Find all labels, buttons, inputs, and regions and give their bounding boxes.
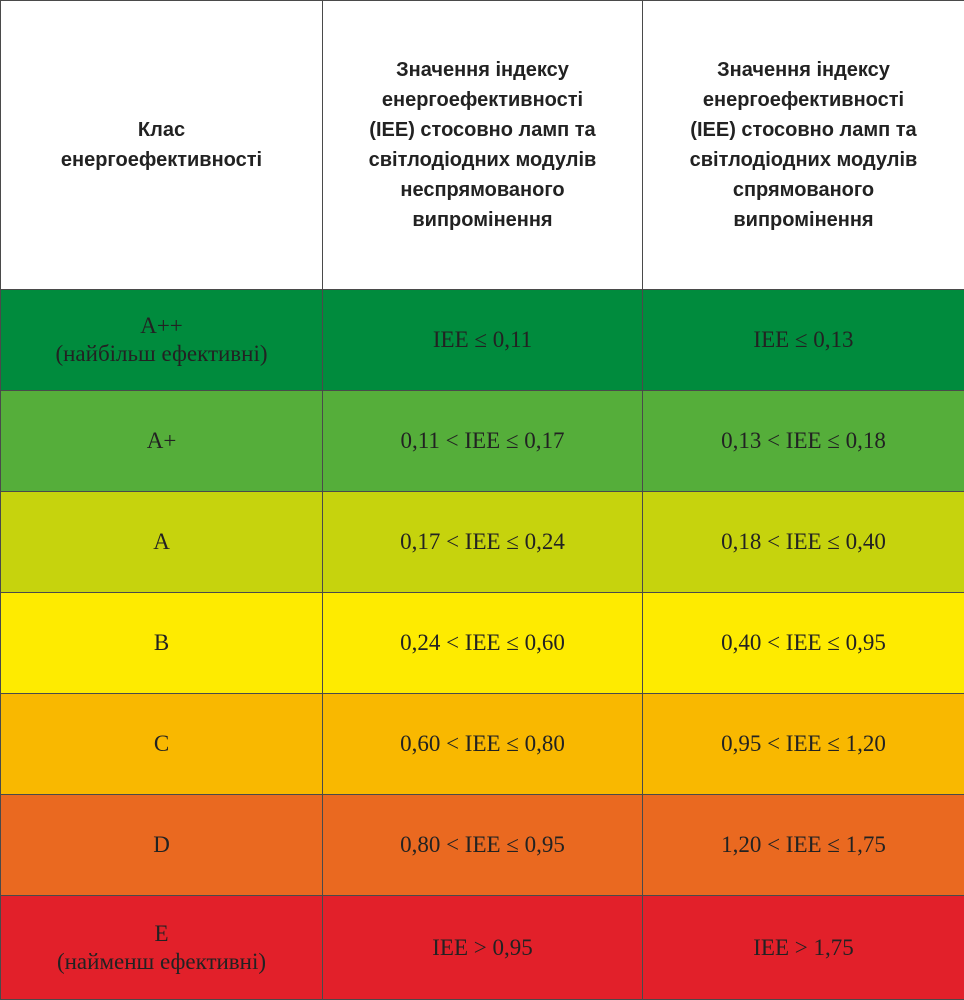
iee-cell: 0,95 < IEE ≤ 1,20: [642, 693, 964, 795]
text-line: Значення індексу: [396, 59, 569, 81]
class-cell: A+: [0, 390, 323, 492]
text-line: випромінення: [733, 209, 874, 231]
header-cell: Значення індексу енергоефективності (IEE) …: [322, 0, 643, 290]
iee-cell: 0,17 < IEE ≤ 0,24: [322, 491, 643, 593]
text-line: енергоефективності: [702, 89, 905, 111]
text-line: Клас: [137, 119, 186, 141]
class-cell: A: [0, 491, 323, 593]
text-line: енергоефективності: [381, 89, 584, 111]
class-row: E (найменш ефективні) IEE > 0,95 IEE > 1,75: [0, 895, 964, 1000]
class-row: A 0,17 < IEE ≤ 0,24 0,18 < IEE ≤ 0,40: [0, 491, 964, 593]
text-line: A++: [140, 313, 183, 338]
class-row: A++ (найбільш ефективні) IEE ≤ 0,11 IEE ≤ 0…: [0, 289, 964, 391]
iee-cell: 0,13 < IEE ≤ 0,18: [642, 390, 964, 492]
iee-cell: IEE > 0,95: [322, 895, 643, 1000]
text-line: енергоефективності: [60, 149, 263, 171]
text-line: неспрямованого: [400, 179, 565, 201]
iee-cell: 0,40 < IEE ≤ 0,95: [642, 592, 964, 694]
text-line: A+: [146, 428, 177, 453]
iee-cell: 0,11 < IEE ≤ 0,17: [322, 390, 643, 492]
class-cell: D: [0, 794, 323, 896]
text-line: C: [153, 731, 170, 756]
class-cell: A++ (найбільш ефективні): [0, 289, 323, 391]
text-line: Значення індексу: [717, 59, 890, 81]
class-cell: B: [0, 592, 323, 694]
iee-cell: 0,24 < IEE ≤ 0,60: [322, 592, 643, 694]
iee-cell: IEE ≤ 0,11: [322, 289, 643, 391]
text-line: світлодіодних модулів: [689, 149, 918, 171]
class-row: A+ 0,11 < IEE ≤ 0,17 0,13 < IEE ≤ 0,18: [0, 390, 964, 492]
text-line: A: [153, 529, 170, 554]
iee-cell: 0,60 < IEE ≤ 0,80: [322, 693, 643, 795]
class-row: B 0,24 < IEE ≤ 0,60 0,40 < IEE ≤ 0,95: [0, 592, 964, 694]
iee-cell: 1,20 < IEE ≤ 1,75: [642, 794, 964, 896]
text-line: (найменш ефективні): [56, 948, 267, 974]
class-row: C 0,60 < IEE ≤ 0,80 0,95 < IEE ≤ 1,20: [0, 693, 964, 795]
iee-cell: 0,18 < IEE ≤ 0,40: [642, 491, 964, 593]
iee-cell: IEE ≤ 0,13: [642, 289, 964, 391]
text-line: спрямованого: [732, 179, 875, 201]
header-cell: Клас енергоефективності: [0, 0, 323, 290]
text-line: (IEE) стосовно ламп та: [369, 119, 596, 141]
text-line: B: [153, 630, 170, 655]
class-cell: E (найменш ефективні): [0, 895, 323, 1000]
text-line: світлодіодних модулів: [368, 149, 597, 171]
iee-cell: 0,80 < IEE ≤ 0,95: [322, 794, 643, 896]
text-line: E: [154, 920, 169, 946]
class-row: D 0,80 < IEE ≤ 0,95 1,20 < IEE ≤ 1,75: [0, 794, 964, 896]
header-row: Клас енергоефективності Значення індексу ен…: [0, 0, 964, 290]
iee-cell: IEE > 1,75: [642, 895, 964, 1000]
text-line: D: [153, 832, 170, 857]
text-line: (найбільш ефективні): [55, 341, 268, 366]
table-body: A++ (найбільш ефективні) IEE ≤ 0,11 IEE ≤ 0…: [0, 289, 964, 1000]
text-line: (IEE) стосовно ламп та: [690, 119, 917, 141]
class-cell: C: [0, 693, 323, 795]
text-line: випромінення: [412, 209, 553, 231]
header-cell: Значення індексу енергоефективності (IEE) …: [642, 0, 964, 290]
